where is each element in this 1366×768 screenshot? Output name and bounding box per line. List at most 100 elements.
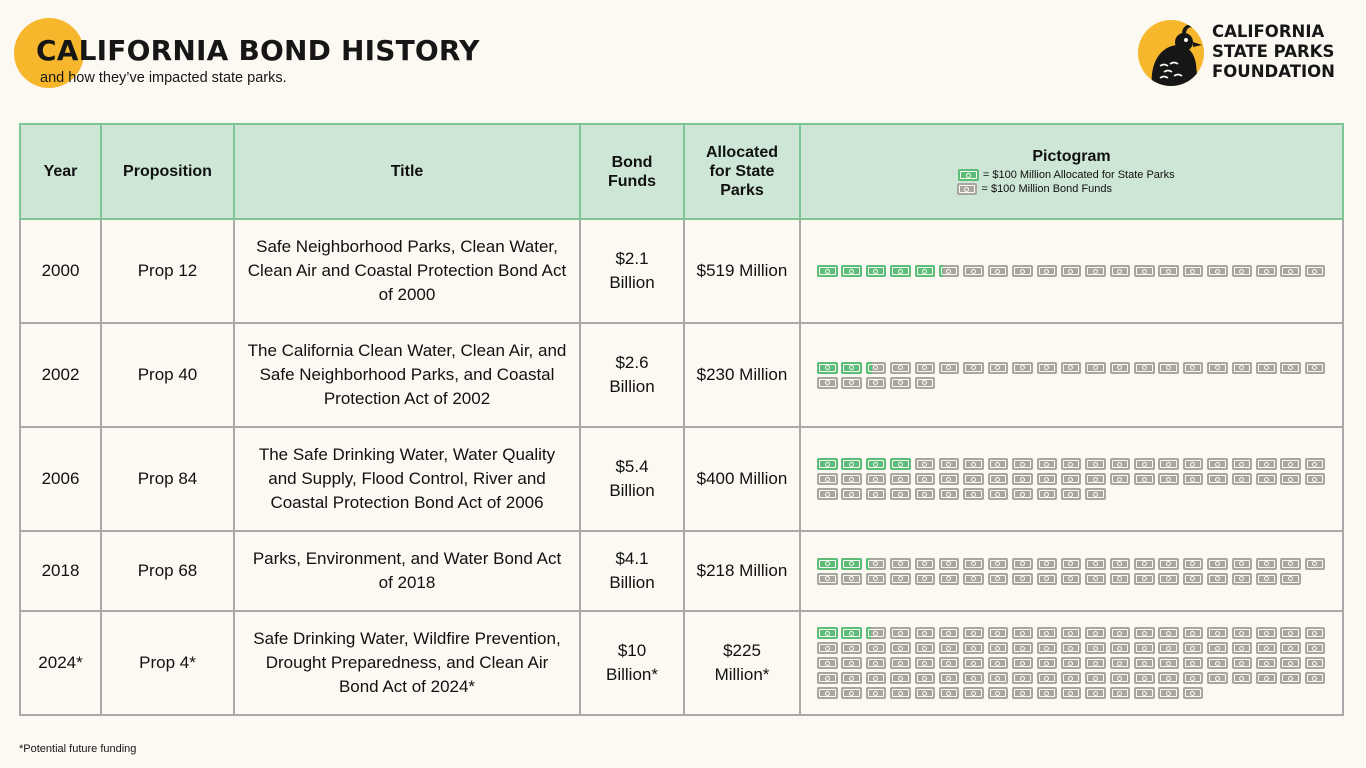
- bond-bill-icon: [890, 642, 911, 654]
- allocated-bill-icon: [865, 265, 887, 277]
- bond-bill-icon: [963, 458, 984, 470]
- bond-bill-icon: [1256, 657, 1277, 669]
- bond-bill-icon: [1085, 572, 1106, 585]
- table-row: 2006 Prop 84 The Safe Drinking Water, Wa…: [19, 426, 1344, 532]
- bond-funds-cell: $5.4 Billion: [579, 426, 685, 532]
- bond-bill-icon: [1085, 687, 1106, 699]
- bond-bill-icon: [890, 687, 911, 699]
- bond-bill-icon: [914, 672, 936, 684]
- bond-bill-icon: [1304, 672, 1326, 684]
- bond-bill-icon: [914, 657, 936, 669]
- year-cell: 2024*: [19, 610, 102, 716]
- bond-bill-icon: [1207, 265, 1228, 277]
- bond-bill-icon: [1207, 557, 1228, 570]
- bond-bill-icon: [938, 473, 960, 485]
- proposition-cell: Prop 12: [100, 218, 235, 324]
- bond-bill-icon: [1109, 642, 1131, 654]
- bond-bill-icon: [1036, 642, 1058, 654]
- bond-bill-icon: [1109, 458, 1131, 470]
- bond-bill-icon: [1109, 687, 1131, 699]
- bond-bill-icon: [1012, 473, 1033, 485]
- bond-bill-icon: [1109, 657, 1131, 669]
- bond-bill-icon: [890, 657, 911, 669]
- bond-bill-icon: [841, 672, 862, 684]
- bond-bill-icon: [1134, 473, 1155, 485]
- bond-bill-icon: [1109, 473, 1131, 485]
- bond-bill-icon: [963, 557, 984, 570]
- bond-bill-icon: [1256, 265, 1277, 277]
- bond-bill-icon: [987, 473, 1009, 485]
- bond-bill-icon: [1036, 473, 1058, 485]
- bond-bill-icon: [841, 473, 862, 485]
- bond-bill-icon: [938, 642, 960, 654]
- bond-bill-icon: [1060, 657, 1082, 669]
- bond-bill-icon: [963, 627, 984, 639]
- bond-bill-icon: [987, 642, 1009, 654]
- bond-funds-cell: $4.1 Billion: [579, 530, 685, 612]
- bond-bill-icon: [1012, 672, 1033, 684]
- bond-bill-icon: [1060, 572, 1082, 585]
- bond-bill-icon: [1012, 642, 1033, 654]
- bond-bill-icon: [1207, 572, 1228, 585]
- bond-bill-icon: [1060, 473, 1082, 485]
- bond-bill-icon: [1231, 361, 1253, 374]
- bond-bill-icon: [1060, 557, 1082, 570]
- bond-bill-icon: [1280, 627, 1301, 639]
- partial-allocated-bill-icon: [865, 627, 887, 639]
- bond-bill-icon: [1304, 265, 1326, 277]
- bond-bill-icon: [963, 687, 984, 699]
- bond-bill-icon: [987, 458, 1009, 470]
- bond-bill-icon: [1182, 672, 1204, 684]
- bond-bill-icon: [1207, 473, 1228, 485]
- year-cell: 2000: [19, 218, 102, 324]
- bond-bill-icon: [1060, 361, 1082, 374]
- bond-bill-icon: [817, 687, 838, 699]
- bond-bill-icon: [963, 672, 984, 684]
- bond-bill-icon: [914, 557, 936, 570]
- bond-bill-icon: [1280, 458, 1301, 470]
- bond-bill-icon: [1085, 657, 1106, 669]
- bond-bill-icon: [1304, 361, 1326, 374]
- pictogram-cell: [799, 610, 1344, 716]
- bond-bill-icon: [1012, 361, 1033, 374]
- bond-bill-icon: [1109, 672, 1131, 684]
- bond-bill-icon: [1231, 572, 1253, 585]
- bond-bill-icon: [890, 376, 911, 389]
- bond-bill-icon: [963, 657, 984, 669]
- bond-bill-icon: [890, 473, 911, 485]
- bond-bill-icon: [1207, 642, 1228, 654]
- bond-bill-icon: [841, 488, 862, 500]
- bond-bill-icon: [1304, 473, 1326, 485]
- bond-bill-icon: [1134, 572, 1155, 585]
- bond-bill-icon: [1182, 458, 1204, 470]
- bond-bill-icon: [1134, 687, 1155, 699]
- allocated-bill-icon: [865, 458, 887, 470]
- bond-bill-icon: [938, 672, 960, 684]
- bond-bill-icon: [987, 488, 1009, 500]
- bond-bill-icon: [914, 361, 936, 374]
- bond-bill-icon: [817, 473, 838, 485]
- bond-bill-icon: [1231, 473, 1253, 485]
- bill-pictogram: [817, 361, 1327, 389]
- table-header-row: Year Proposition Title Bond Funds Alloca…: [19, 123, 1344, 220]
- allocated-bill-icon: [958, 169, 979, 181]
- bond-funds-cell: $2.6 Billion: [579, 322, 685, 428]
- column-header-bond-funds: Bond Funds: [579, 123, 685, 220]
- bond-bill-icon: [1085, 488, 1106, 500]
- bond-bill-icon: [1134, 657, 1155, 669]
- bond-bill-icon: [1085, 557, 1106, 570]
- bond-bill-icon: [1231, 627, 1253, 639]
- bond-bill-icon: [914, 687, 936, 699]
- bond-bill-icon: [1256, 572, 1277, 585]
- pictogram-cell: [799, 530, 1344, 612]
- bond-bill-icon: [1182, 627, 1204, 639]
- partial-allocated-bill-icon: [938, 265, 960, 277]
- bond-bill-icon: [1060, 687, 1082, 699]
- bond-bill-icon: [890, 557, 911, 570]
- bond-bill-icon: [1109, 265, 1131, 277]
- allocated-bill-icon: [841, 265, 862, 277]
- proposition-cell: Prop 40: [100, 322, 235, 428]
- bond-bill-icon: [1280, 642, 1301, 654]
- allocated-cell: $218 Million: [683, 530, 801, 612]
- allocated-bill-icon: [817, 265, 838, 277]
